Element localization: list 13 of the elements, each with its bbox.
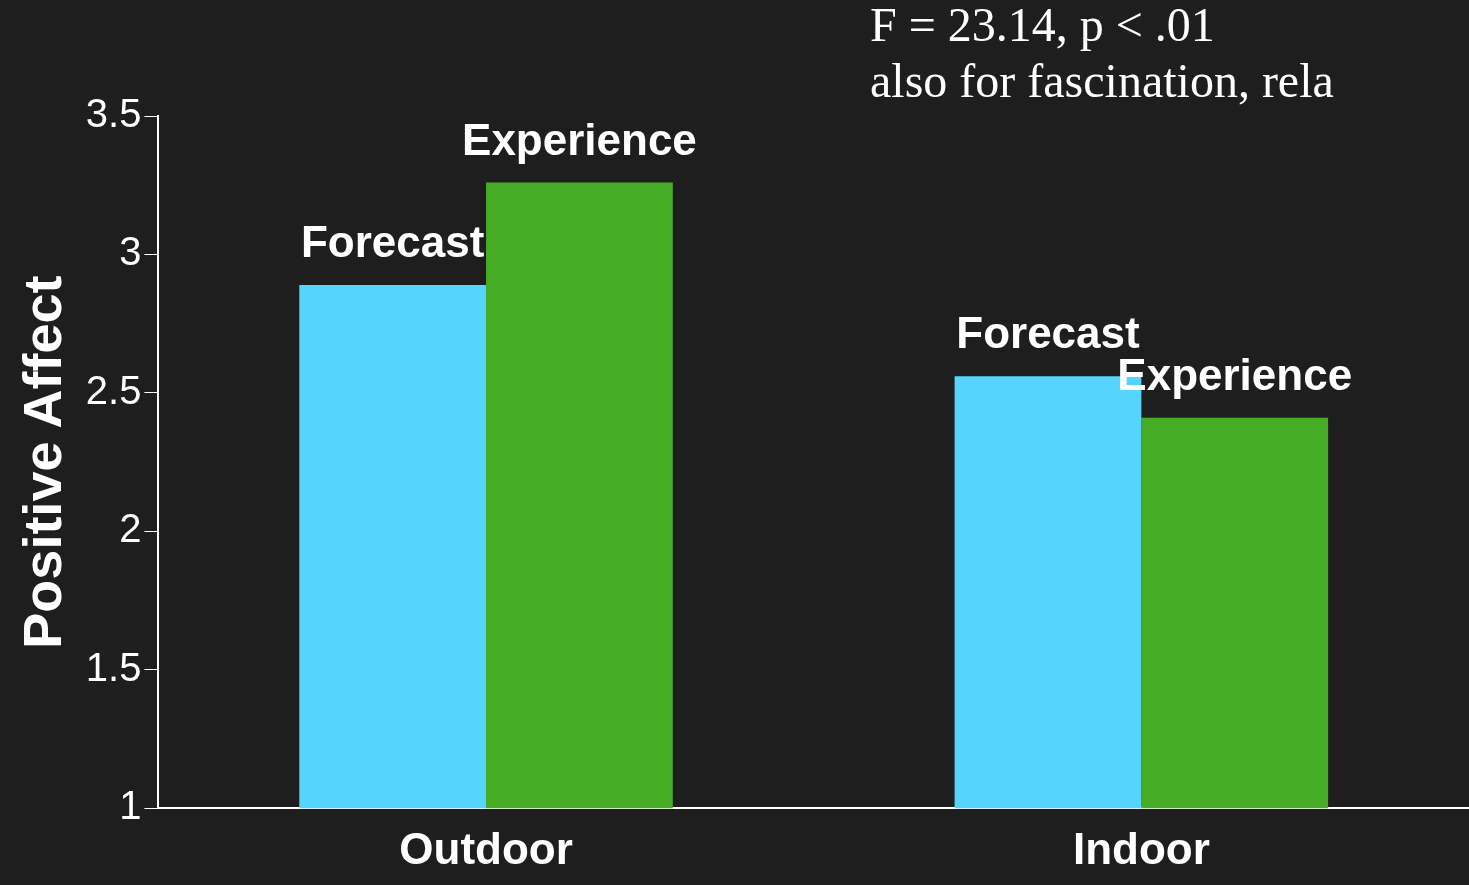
y-tick-label: 2 <box>119 506 142 551</box>
y-tick-label: 3.5 <box>85 91 142 136</box>
text: F = 23.14, p < .01 <box>870 0 1215 51</box>
series-label: Experience <box>462 114 697 164</box>
series-label: Forecast <box>300 217 485 267</box>
y-tick-label: 2.5 <box>85 367 142 412</box>
y-tick-label: 1 <box>119 783 142 828</box>
text: also for fascination, rela <box>870 53 1334 107</box>
y-tick-label: 1.5 <box>85 644 142 689</box>
x-tick-label: Indoor <box>1072 823 1210 873</box>
y-axis-title: Positive Affect <box>12 275 73 649</box>
x-tick-label: Outdoor <box>399 823 573 873</box>
y-tick-label: 3 <box>119 229 142 274</box>
